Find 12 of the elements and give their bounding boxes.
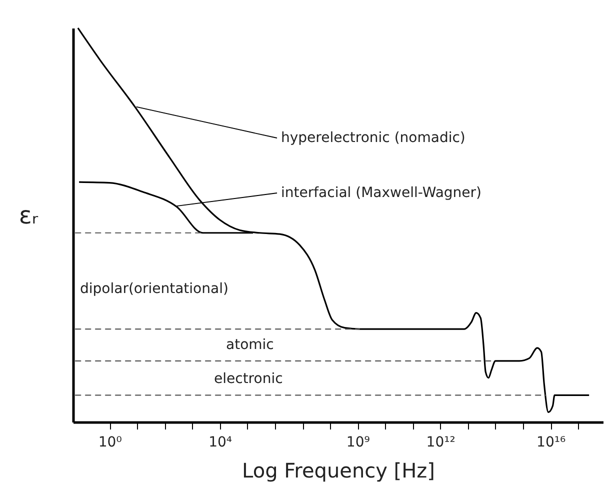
x-tick-label: 10⁴ xyxy=(208,434,232,450)
x-tick-label: 10⁰ xyxy=(98,434,122,450)
x-axis-title: Log Frequency [Hz] xyxy=(242,458,435,482)
x-tick-label: 10¹⁶ xyxy=(536,434,566,450)
x-tick-label: 10⁹ xyxy=(346,434,370,450)
annotation: electronic xyxy=(214,371,283,387)
annotation: atomic xyxy=(226,337,274,353)
annotation: hyperelectronic (nomadic) xyxy=(281,130,466,146)
annotation: interfacial (Maxwell-Wagner) xyxy=(281,185,482,201)
y-axis-title: εᵣ xyxy=(18,202,39,230)
x-tick-label: 10¹² xyxy=(426,434,456,450)
annotation: dipolar(orientational) xyxy=(80,281,228,297)
